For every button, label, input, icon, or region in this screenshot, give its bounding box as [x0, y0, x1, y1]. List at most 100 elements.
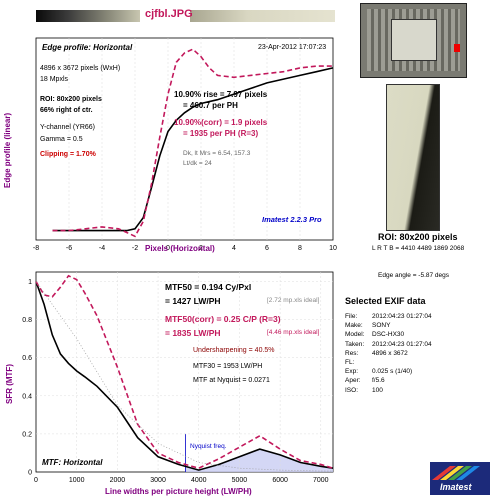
exif-row: Make: SONY — [345, 322, 390, 329]
gray-scale-strip-right — [190, 10, 335, 22]
edge-x-tick-label: 4 — [232, 245, 236, 252]
edge-mpxls: 18 Mpxls — [40, 76, 69, 83]
edge-x-tick-label: 2 — [199, 245, 203, 252]
edge-gamma: Gamma = 0.5 — [40, 136, 83, 143]
roi-label: ROI: 80x200 pixels — [378, 232, 458, 242]
edge-angle: Edge angle = -5.87 degs — [378, 272, 450, 279]
mtf-x-tick-label: 4000 — [191, 477, 207, 484]
logo-stripes-icon — [432, 466, 480, 480]
imatest-logo[interactable]: Imatest — [430, 462, 490, 495]
mtf-x-tick-label: 0 — [34, 477, 38, 484]
edge-x-tick-label: 0 — [166, 245, 170, 252]
undersharpening: Undersharpening = 40.5% — [193, 347, 275, 354]
roi-crop-image[interactable] — [386, 84, 440, 231]
edge-x-tick-label: -6 — [66, 245, 72, 252]
mtf-x-tick-label: 6000 — [272, 477, 288, 484]
edge-clipping: Clipping = 1.70% — [40, 151, 96, 158]
mtf-plot-frame — [35, 271, 334, 473]
mtf-x-tick-label: 3000 — [150, 477, 166, 484]
thumbnail-center — [391, 19, 437, 61]
edge-xlabel: Pixels (Horizontal) — [145, 244, 215, 253]
nyquist-shaded-area — [185, 449, 333, 472]
edge-x-tick-label: -4 — [99, 245, 105, 252]
exif-value: 2012:04:23 01:27:04 — [372, 340, 432, 348]
edge-x-tick-label: 8 — [298, 245, 302, 252]
exif-row: FL: — [345, 359, 372, 366]
file-title: cjfbl.JPG — [145, 8, 193, 20]
mtf50-corr-lw: = 1835 LW/PH — [165, 328, 221, 338]
edge-title: Edge profile: Horizontal — [42, 43, 133, 52]
exif-row: Taken: 2012:04:23 01:27:04 — [345, 341, 432, 348]
exif-value: DSC-HX30 — [372, 331, 405, 339]
test-chart-thumbnail[interactable] — [360, 3, 467, 78]
exif-value: 100 — [372, 386, 383, 394]
edge-pixels: 4896 x 3672 pixels (WxH) — [40, 65, 121, 72]
roi-marker — [454, 44, 460, 52]
exif-row: File: 2012:04:23 01:27:04 — [345, 313, 432, 320]
exif-row: ISO: 100 — [345, 387, 383, 394]
edge-date: 23-Apr-2012 17:07:23 — [258, 44, 327, 51]
mtf-xlabel: Line widths per picture height (LW/PH) — [105, 487, 252, 496]
mtf-y-tick-label: 0.6 — [22, 355, 32, 362]
edge-profile-line — [52, 67, 334, 232]
exif-key: Aper: — [345, 377, 361, 385]
exif-row: Model: DSC-HX30 — [345, 331, 404, 338]
edge-channel: Y-channel (YR66) — [40, 124, 95, 131]
edge-lt-dk: Lt/dk = 24 — [183, 160, 212, 167]
edge-profile-chart: -8 -6 -4 -2 0 2 4 6 8 10 — [33, 37, 337, 252]
mtf-corrected-line — [35, 274, 334, 470]
edge-roi-position: 66% right of ctr. — [40, 107, 93, 114]
exif-row: Aper: f/5.6 — [345, 377, 385, 384]
mtf-ideal-line — [35, 281, 333, 472]
edge-dk-lt: Dk, lt Mrs = 6.54, 157.3 — [183, 150, 251, 157]
exif-key: Make: — [345, 322, 363, 330]
exif-title: Selected EXIF data — [345, 296, 426, 306]
mtf-x-tick-label: 1000 — [69, 477, 85, 484]
mtf30: MTF30 = 1953 LW/PH — [193, 363, 263, 370]
exif-key: Taken: — [345, 340, 365, 348]
mtf50-corr: MTF50(corr) = 0.25 C/P (R=3) — [165, 314, 281, 324]
exif-key: Res: — [345, 349, 359, 357]
mtf-x-tick-label: 7000 — [313, 477, 329, 484]
mtf50: MTF50 = 0.194 Cy/Pxl — [165, 282, 252, 292]
exif-row: Res: 4896 x 3672 — [345, 350, 408, 357]
mtf-title: MTF: Horizontal — [42, 458, 103, 467]
edge-rise-ph: = 460.7 per PH — [183, 101, 238, 110]
mtf-at-nyquist: MTF at Nyquist = 0.0271 — [193, 377, 270, 384]
edge-rise: 10.90% rise = 7.97 pixels — [174, 90, 268, 99]
mtf-x-tick-label: 2000 — [110, 477, 126, 484]
exif-row: Exp: 0.025 s (1/40) — [345, 368, 412, 375]
edge-x-tick-label: -8 — [33, 245, 39, 252]
imatest-version: Imatest 2.2.3 Pro — [262, 215, 322, 224]
gray-scale-strip-left — [36, 10, 140, 22]
edge-x-tick-label: -2 — [132, 245, 138, 252]
exif-key: File: — [345, 313, 358, 320]
edge-x-tick-label: 6 — [265, 245, 269, 252]
mtf-y-tick-label: 1 — [28, 279, 32, 286]
mtf50-lw: = 1427 LW/PH — [165, 296, 221, 306]
exif-key: FL: — [345, 359, 355, 366]
exif-value: 4896 x 3672 — [372, 349, 408, 357]
exif-value: 2012:04:23 01:27:04 — [372, 313, 432, 320]
exif-value: SONY — [372, 322, 391, 330]
nyquist-label: Nyquist freq. — [190, 443, 227, 450]
ideal-note-1: [2.72 mp.xls ideal] — [267, 297, 320, 304]
mtf-x-tick-label: 5000 — [232, 477, 248, 484]
edge-rise-corr-ph: = 1935 per PH (R=3) — [183, 129, 259, 138]
roi-lrtb: L R T B = 4410 4489 1869 2068 — [372, 245, 465, 252]
exif-key: Exp: — [345, 368, 359, 376]
mtf-y-tick-label: 0.2 — [22, 431, 32, 438]
ideal-note-2: [4.46 mp.xls ideal] — [267, 329, 320, 336]
mtf-chart: 0 1000 2000 3000 4000 5000 6000 7000 0 0.2 0.4 0.6 0… — [22, 271, 334, 484]
edge-ylabel: Edge profile (linear) — [3, 112, 12, 188]
edge-rise-corr: 10.90%(corr) = 1.9 pixels — [174, 118, 268, 127]
exif-value: 0.025 s (1/40) — [372, 368, 413, 376]
edge-roi: ROI: 80x200 pixels — [40, 96, 102, 103]
mtf-line — [35, 281, 334, 471]
mtf-y-tick-label: 0 — [28, 470, 32, 477]
edge-x-tick-label: 10 — [329, 245, 337, 252]
logo-text: Imatest — [440, 482, 472, 492]
exif-value: f/5.6 — [372, 377, 385, 385]
exif-key: ISO: — [345, 386, 359, 394]
exif-key: Model: — [345, 331, 365, 339]
